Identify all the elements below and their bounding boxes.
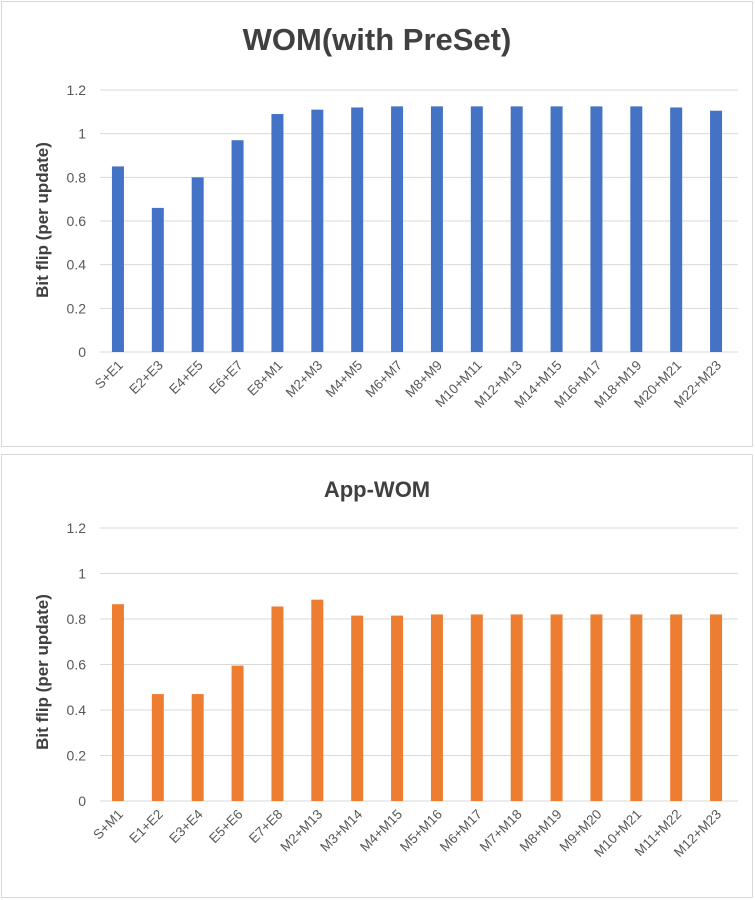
x-tick-label: E3+E4 [166, 806, 206, 846]
bar [191, 177, 204, 352]
bar [590, 106, 603, 352]
bar [470, 106, 483, 352]
x-tick-label: M5+M16 [397, 807, 445, 855]
bar [311, 109, 324, 353]
x-tick-label: E7+E8 [246, 807, 286, 847]
x-tick-label: M2+M13 [277, 807, 325, 855]
chart-title: App-WOM [323, 477, 431, 502]
y-tick-label: 0 [78, 344, 86, 360]
bar [710, 614, 723, 801]
y-tick-label: 0.8 [67, 611, 87, 627]
x-tick-label: E5+E6 [206, 807, 246, 847]
y-tick-label: 0.8 [67, 169, 87, 185]
x-tick-label: E1+E2 [126, 807, 166, 847]
y-tick-label: 0.6 [67, 213, 87, 229]
bar [590, 614, 603, 801]
bar-chart-wom-preset: 0 0.2 0.4 0.6 0.8 1 1.2 S+E1 E2+E3 E4+E5 E6+E7E8+M… [67, 82, 738, 411]
x-tick-label: M2+M3 [283, 358, 326, 401]
bar [311, 599, 324, 801]
y-tick-label: 1.2 [67, 520, 87, 536]
bar [670, 614, 683, 801]
bar [111, 604, 124, 801]
x-tick-label: M7+M18 [477, 807, 525, 855]
x-tick-label: E4+E5 [166, 358, 206, 398]
bar [550, 614, 563, 801]
x-tick-label: E2+E3 [126, 358, 166, 398]
bar [191, 694, 204, 801]
bar [510, 106, 523, 352]
bar [430, 106, 443, 352]
x-tick-label: M8+M19 [517, 807, 565, 855]
bar-chart-app-wom: 0 0.2 0.4 0.6 0.8 1 1.2 S+M1 E1+E2 E3+E4 E5+E6 E7+E… [67, 520, 738, 860]
bar [351, 615, 364, 801]
bar [630, 614, 643, 801]
y-tick-label: 0.4 [67, 702, 87, 718]
bar [231, 665, 244, 801]
y-tick-label: 0.6 [67, 657, 87, 673]
bar [351, 107, 364, 352]
bar [710, 110, 723, 352]
y-tick-label: 1.2 [67, 82, 87, 98]
bar [670, 107, 683, 352]
y-tick-label: 1 [78, 126, 86, 142]
x-tick-label: E8+M1 [244, 358, 285, 399]
bar [271, 114, 284, 353]
bar [430, 614, 443, 801]
bar [151, 207, 164, 352]
x-tick-label: M6+M7 [362, 358, 405, 401]
chart-panel-app-wom: App-WOM Bit flip (per update) 0 0.2 0.4 0.6… [1, 454, 753, 898]
y-tick-label: 0.2 [67, 748, 87, 764]
chart-panel-wom-preset: WOM(with PreSet) Bit flip (per update) 0… [1, 1, 753, 447]
bar [470, 614, 483, 801]
bar [271, 606, 284, 801]
bar [391, 615, 404, 801]
x-tick-label: S+M1 [90, 807, 126, 843]
x-tick-label: E6+E7 [206, 358, 246, 398]
bar [510, 614, 523, 801]
x-tick-label: M4+M15 [357, 807, 405, 855]
x-tick-label: M3+M14 [317, 806, 365, 854]
chart-title: WOM(with PreSet) [242, 22, 512, 57]
bar [391, 106, 404, 352]
x-tick-label: M4+M5 [323, 358, 366, 401]
bar [550, 106, 563, 352]
y-tick-label: 0.2 [67, 300, 87, 316]
y-tick-label: 0.4 [67, 257, 87, 273]
bar [111, 166, 124, 352]
y-tick-label: 1 [78, 566, 86, 582]
bar [630, 106, 643, 352]
bar [231, 140, 244, 352]
x-tick-label: S+E1 [92, 358, 126, 392]
x-tick-label: M6+M17 [437, 807, 485, 855]
y-tick-label: 0 [78, 793, 86, 809]
bar [151, 694, 164, 801]
